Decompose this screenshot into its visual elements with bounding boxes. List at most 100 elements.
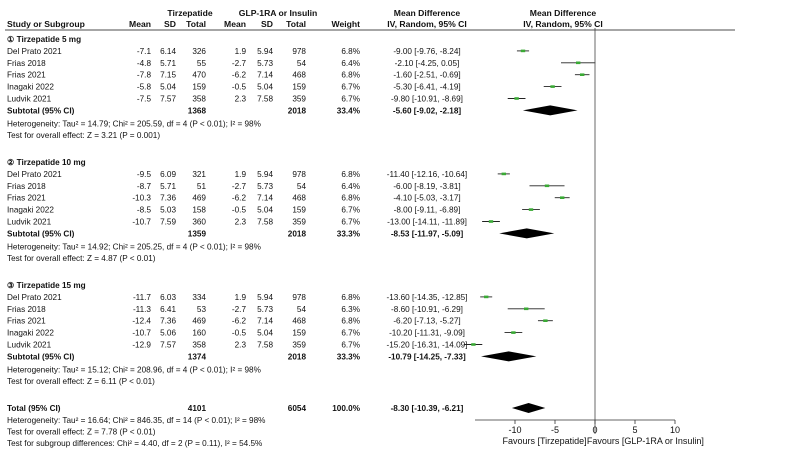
tirz-total: 358 [192,95,206,104]
tirz-mean: -4.8 [137,59,152,68]
tirz-sd: 7.59 [160,218,176,227]
md-ci: -6.20 [-7.13, -5.27] [393,317,460,326]
tirz-total: 469 [192,317,206,326]
heterogeneity-note: Heterogeneity: Tau² = 15.12; Chi² = 208.… [7,365,261,374]
heterogeneity-note: Heterogeneity: Tau² = 14.92; Chi² = 205.… [7,242,261,251]
subtotal-tirz-total: 1359 [188,229,207,238]
subtotal-diamond [481,351,537,362]
comp-sd: 7.58 [257,341,273,350]
subgroup-title: ② Tirzepatide 10 mg [7,158,86,167]
tirz-mean: -5.8 [137,83,152,92]
subtotal-label: Subtotal (95% CI) [7,229,75,238]
md-ci: -8.00 [-9.11, -6.89] [394,206,461,215]
column-header: SD [164,19,176,29]
overall-effect-note: Test for overall effect: Z = 3.21 (P = 0… [7,131,160,140]
comp-mean: -2.7 [232,59,247,68]
comp-sd: 5.94 [257,170,273,179]
tirz-sd: 7.57 [160,341,176,350]
tirz-sd: 5.03 [160,206,176,215]
tirz-mean: -10.7 [132,329,151,338]
study-name: Frias 2021 [7,71,46,80]
subtotal-diamond [499,228,555,239]
tirz-sd: 5.71 [160,59,176,68]
comp-total: 159 [292,83,306,92]
tirz-sd: 7.36 [160,194,176,203]
study-name: Frias 2018 [7,182,46,191]
weight: 6.4% [341,182,360,191]
plot-subtitle: IV, Random, 95% CI [523,19,602,29]
column-header: Mean [129,19,151,29]
comp-total: 978 [292,170,306,179]
total-tirz-total: 4101 [188,404,207,413]
tirz-sd: 6.41 [160,305,176,314]
tirz-sd: 5.04 [160,83,176,92]
comp-sd: 5.73 [257,305,273,314]
comp-mean: -2.7 [232,182,247,191]
comp-sd: 7.14 [257,317,273,326]
md-ci: -4.10 [-5.03, -3.17] [393,194,460,203]
column-header: Weight [332,19,361,29]
tirz-sd: 6.03 [160,293,176,302]
weight: 6.8% [341,170,360,179]
study-name: Inagaki 2022 [7,206,54,215]
subtotal-weight: 33.3% [337,229,361,238]
tirz-sd: 7.57 [160,95,176,104]
favours-right-label: Favours [GLP-1RA or Insulin] [587,436,704,446]
total-md-ci: -8.30 [-10.39, -6.21] [391,404,464,413]
subtotal-weight: 33.3% [337,352,361,361]
point-estimate [514,97,519,100]
comp-total: 54 [297,182,307,191]
study-name: Del Prato 2021 [7,293,62,302]
subtotal-label: Subtotal (95% CI) [7,106,75,115]
x-tick-label: 10 [670,425,680,435]
md-ci: -5.30 [-6.41, -4.19] [393,83,460,92]
comp-total: 359 [292,218,306,227]
total-note: Test for subgroup differences: Chi² = 4.… [7,439,262,448]
md-ci: -13.00 [-14.11, -11.89] [387,218,467,227]
md-ci: -11.40 [-12.16, -10.64] [387,170,467,179]
tirz-total: 469 [192,194,206,203]
point-estimate [471,343,476,346]
md-ci: -10.20 [-11.31, -9.09] [389,329,465,338]
tirz-mean: -7.1 [137,47,152,56]
heterogeneity-note: Heterogeneity: Tau² = 14.79; Chi² = 205.… [7,119,261,128]
md-ci: -9.00 [-9.76, -8.24] [393,47,460,56]
tirz-total: 53 [197,305,207,314]
subgroup-title: ③ Tirzepatide 15 mg [7,281,86,290]
comp-sd: 5.04 [257,83,273,92]
subtotal-md-ci: -10.79 [-14.25, -7.33] [388,352,466,361]
comp-total: 468 [292,71,306,80]
md-ci: -15.20 [-16.31, -14.09] [386,341,467,350]
comp-total: 159 [292,329,306,338]
weight: 6.7% [341,83,360,92]
column-header: Mean [224,19,246,29]
study-name: Ludvik 2021 [7,218,52,227]
weight: 6.8% [341,47,360,56]
subtotal-comp-total: 2018 [288,229,307,238]
study-name: Ludvik 2021 [7,341,52,350]
weight: 6.8% [341,71,360,80]
x-tick-label: 0 [592,425,597,435]
favours-left-label: Favours [Tirzepatide] [502,436,586,446]
weight: 6.7% [341,95,360,104]
column-header: SD [261,19,273,29]
md-ci: -13.60 [-14.35, -12.85] [386,293,467,302]
overall-effect-note: Test for overall effect: Z = 6.11 (P < 0… [7,377,155,386]
point-estimate [484,295,489,299]
tirz-total: 160 [192,329,206,338]
point-estimate [488,220,494,223]
comp-sd: 5.73 [257,182,273,191]
md-ci: -9.80 [-10.91, -8.69] [391,95,463,104]
point-estimate [511,331,516,334]
comp-mean: -6.2 [232,317,247,326]
comp-total: 978 [292,293,306,302]
group1-header: Tirzepatide [167,8,212,18]
x-tick-label: -10 [508,425,521,435]
comp-mean: -0.5 [232,329,247,338]
weight: 6.7% [341,218,360,227]
total-note: Heterogeneity: Tau² = 16.64; Chi² = 846.… [7,416,265,425]
comp-mean: 2.3 [235,95,247,104]
tirz-sd: 5.71 [160,182,176,191]
point-estimate [544,184,550,188]
comp-total: 54 [297,59,307,68]
